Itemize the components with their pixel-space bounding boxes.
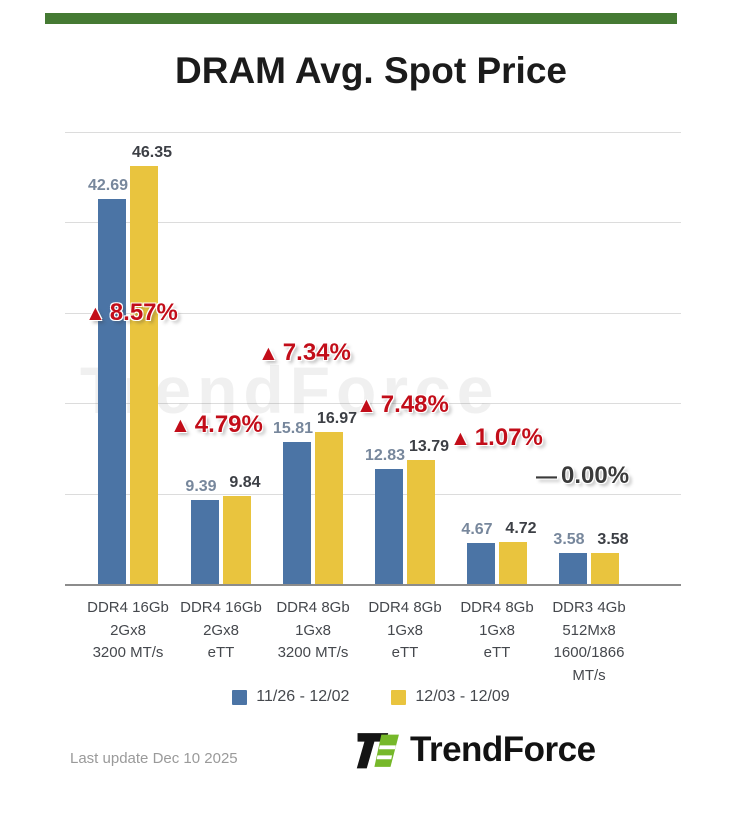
last-update-text: Last update Dec 10 2025: [70, 750, 238, 767]
top-accent-bar: [45, 13, 677, 24]
bar-blue-group-3: [283, 442, 311, 585]
dash-icon: —: [536, 465, 557, 488]
bar-blue-group-4: [375, 469, 403, 585]
value-label: 42.69: [87, 177, 129, 194]
value-label: 4.72: [505, 520, 537, 537]
legend-item-1: 11/26 - 12/02: [232, 688, 349, 706]
change-value: 7.34%: [282, 339, 351, 366]
change-annotation-4: ▲ 7.48%: [356, 391, 449, 419]
bar-yellow-group-5: [499, 542, 527, 585]
up-triangle-icon: ▲: [450, 427, 471, 450]
change-value: 0.00%: [561, 462, 630, 489]
value-label: 16.97: [316, 410, 358, 427]
legend: 11/26 - 12/02 12/03 - 12/09: [0, 688, 742, 706]
category-label-4: DDR4 8Gb 1Gx8 eTT: [368, 599, 442, 661]
change-annotation-5: ▲ 1.07%: [450, 424, 543, 452]
gridline: [65, 132, 681, 133]
up-triangle-icon: ▲: [170, 414, 191, 437]
bar-yellow-group-2: [223, 496, 251, 585]
category-label-5: DDR4 8Gb 1Gx8 eTT: [460, 599, 534, 661]
legend-label: 12/03 - 12/09: [415, 688, 510, 705]
up-triangle-icon: ▲: [85, 302, 106, 325]
bar-yellow-group-1: [130, 166, 158, 585]
change-value: 7.48%: [380, 391, 449, 418]
brand-text: TrendForce: [410, 730, 596, 769]
change-value: 4.79%: [194, 411, 263, 438]
value-label: 15.81: [272, 420, 314, 437]
value-label: 3.58: [553, 531, 585, 548]
chart-title: DRAM Avg. Spot Price: [175, 50, 567, 91]
bar-yellow-group-4: [407, 460, 435, 585]
value-label: 9.39: [185, 478, 217, 495]
gridline: [65, 403, 681, 405]
x-axis-line: [65, 584, 681, 586]
change-value: 1.07%: [474, 424, 543, 451]
bar-yellow-group-3: [315, 432, 343, 585]
change-annotation-6: —0.00%: [536, 462, 629, 490]
bar-yellow-group-6: [591, 553, 619, 585]
change-annotation-3: ▲ 7.34%: [258, 339, 351, 367]
plot-area: TrendForce 42.69 46.35 9.39 9.84 15.81 16.97 12…: [65, 130, 681, 586]
gridline: [65, 312, 681, 314]
value-label: 4.67: [461, 521, 493, 538]
value-label: 46.35: [131, 144, 173, 161]
legend-swatch-icon: [391, 689, 407, 705]
category-label-6: DDR3 4Gb 512Mx8 1600/1866 MT/s: [552, 599, 626, 684]
category-label-3: DDR4 8Gb 1Gx8 3200 MT/s: [276, 599, 350, 661]
gridline: [65, 493, 681, 495]
x-axis-labels: DDR4 16Gb 2Gx8 3200 MT/s DDR4 16Gb 2Gx8 eTT DD…: [65, 597, 681, 687]
legend-swatch-icon: [232, 689, 248, 705]
up-triangle-icon: ▲: [356, 394, 377, 417]
legend-label: 11/26 - 12/02: [256, 688, 350, 705]
legend-item-2: 12/03 - 12/09: [391, 688, 510, 706]
footer: Last update Dec 10 2025 TrendForce: [0, 725, 742, 795]
gridline: [65, 222, 681, 224]
value-label: 12.83: [364, 447, 406, 464]
category-label-1: DDR4 16Gb 2Gx8 3200 MT/s: [87, 599, 169, 661]
bar-blue-group-6: [559, 553, 587, 585]
value-label: 9.84: [229, 474, 261, 491]
change-value: 8.57%: [109, 299, 178, 326]
bar-blue-group-1: [98, 199, 126, 585]
category-label-2: DDR4 16Gb 2Gx8 eTT: [180, 599, 262, 661]
up-triangle-icon: ▲: [258, 342, 279, 365]
trendforce-logo-icon: [356, 727, 402, 773]
bar-blue-group-2: [191, 500, 219, 585]
value-label: 13.79: [408, 438, 450, 455]
change-annotation-2: ▲ 4.79%: [170, 411, 263, 439]
bar-blue-group-5: [467, 543, 495, 585]
brand: TrendForce: [356, 727, 596, 773]
change-annotation-1: ▲ 8.57%: [85, 299, 178, 327]
value-label: 3.58: [597, 531, 629, 548]
